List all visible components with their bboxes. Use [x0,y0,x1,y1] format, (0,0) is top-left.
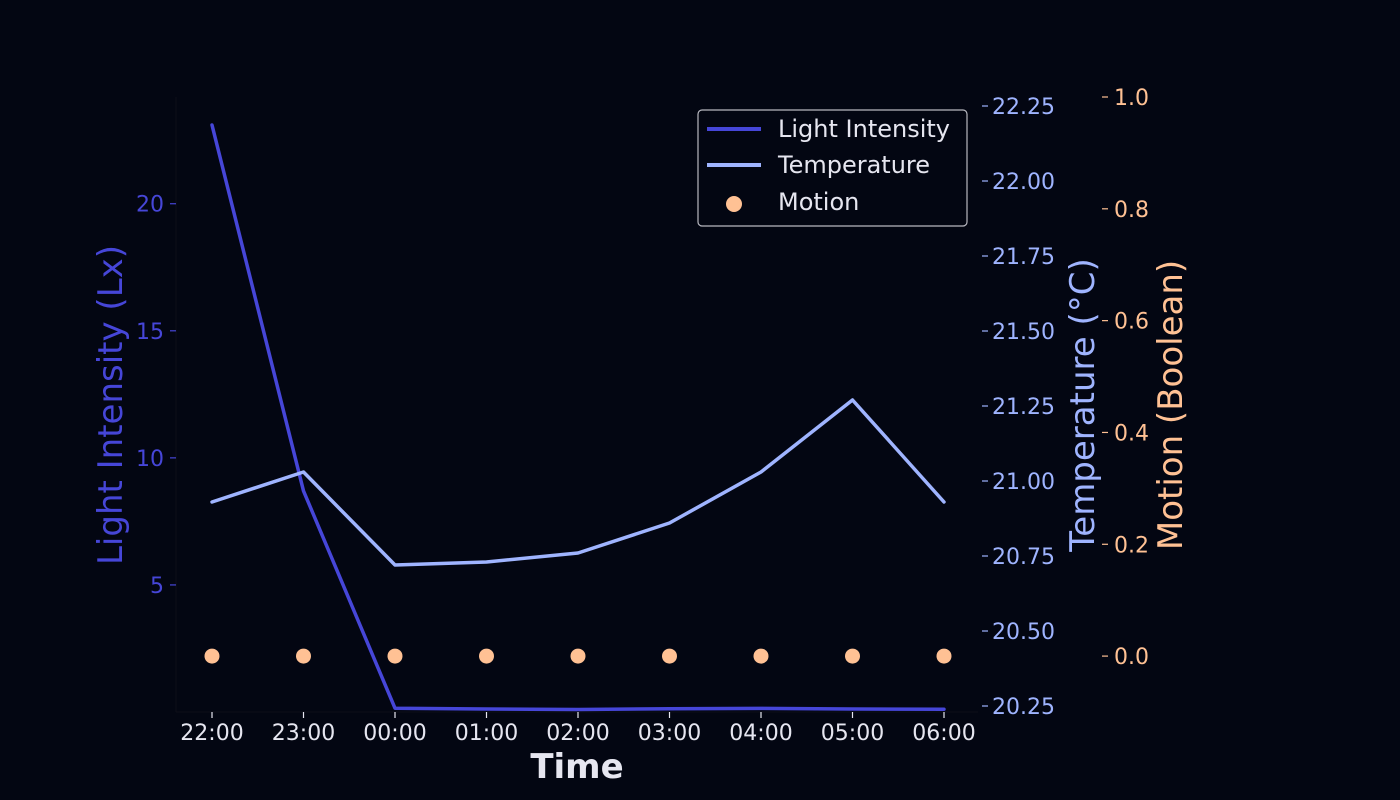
motion-point [936,648,952,664]
temperature-tick-label: 21.25 [992,395,1055,420]
x-tick-label: 02:00 [546,721,609,746]
motion-point [845,648,860,664]
legend: Light Intensity Temperature Motion [697,109,968,227]
x-tick-label: 01:00 [455,721,518,746]
temperature-tick-label: 21.50 [992,320,1055,345]
motion-tick-label: 0.0 [1114,645,1149,670]
motion-tick-label: 0.6 [1114,310,1149,335]
temperature-tick-label: 22.25 [992,95,1055,120]
motion-point [387,648,403,664]
left-tick-label: 5 [150,574,164,599]
plot-area [175,97,978,713]
motion-point [662,648,677,664]
motion-tick-label: 0.2 [1114,533,1149,558]
x-axis-title: Time [530,747,623,787]
x-axis-ticks: 22:00 23:00 00:00 01:00 02:00 03:00 04:00 05:00… [180,712,976,746]
motion-point [479,648,494,664]
x-tick-label: 05:00 [821,721,884,746]
legend-label-temperature: Temperature [777,151,930,179]
temperature-tick-label: 20.25 [992,695,1055,720]
legend-label-motion: Motion [778,188,859,216]
light-intensity-line [210,123,946,712]
x-tick-label: 00:00 [363,721,426,746]
motion-point [204,648,220,664]
temperature-tick-label: 21.00 [992,470,1055,495]
left-tick-label: 20 [136,193,164,218]
series-layer [204,123,952,712]
legend-box [697,109,968,227]
legend-swatch-motion [726,196,742,212]
x-tick-label: 23:00 [272,721,335,746]
left-tick-label: 10 [136,447,164,472]
temperature-axis-title: Temperature (°C) [1063,258,1103,552]
legend-label-light-intensity: Light Intensity [778,115,950,143]
motion-axis-title: Motion (Boolean) [1151,260,1191,550]
motion-point [570,648,586,664]
motion-tick-label: 0.8 [1114,198,1149,223]
temperature-tick-label: 20.50 [992,620,1055,645]
x-tick-label: 03:00 [638,721,701,746]
temperature-tick-label: 20.75 [992,545,1055,570]
motion-tick-label: 0.4 [1114,421,1149,446]
x-tick-label: 22:00 [180,721,243,746]
motion-axis-ticks: 0.0 0.2 0.4 0.6 0.8 1.0 [1102,86,1149,670]
left-axis-title: Light Intensity (Lx) [91,245,131,565]
temperature-line [210,398,946,567]
motion-point [753,648,769,664]
temperature-tick-label: 21.75 [992,245,1055,270]
temperature-axis-ticks: 20.25 20.50 20.75 21.00 21.25 21.50 21.75 22.00… [982,95,1055,720]
x-tick-label: 04:00 [729,721,792,746]
motion-tick-label: 1.0 [1114,86,1149,111]
left-axis-ticks: 5 10 15 20 [136,193,176,599]
x-tick-label: 06:00 [912,721,975,746]
temperature-tick-label: 22.00 [992,170,1055,195]
left-tick-label: 15 [136,320,164,345]
motion-point [296,648,311,664]
